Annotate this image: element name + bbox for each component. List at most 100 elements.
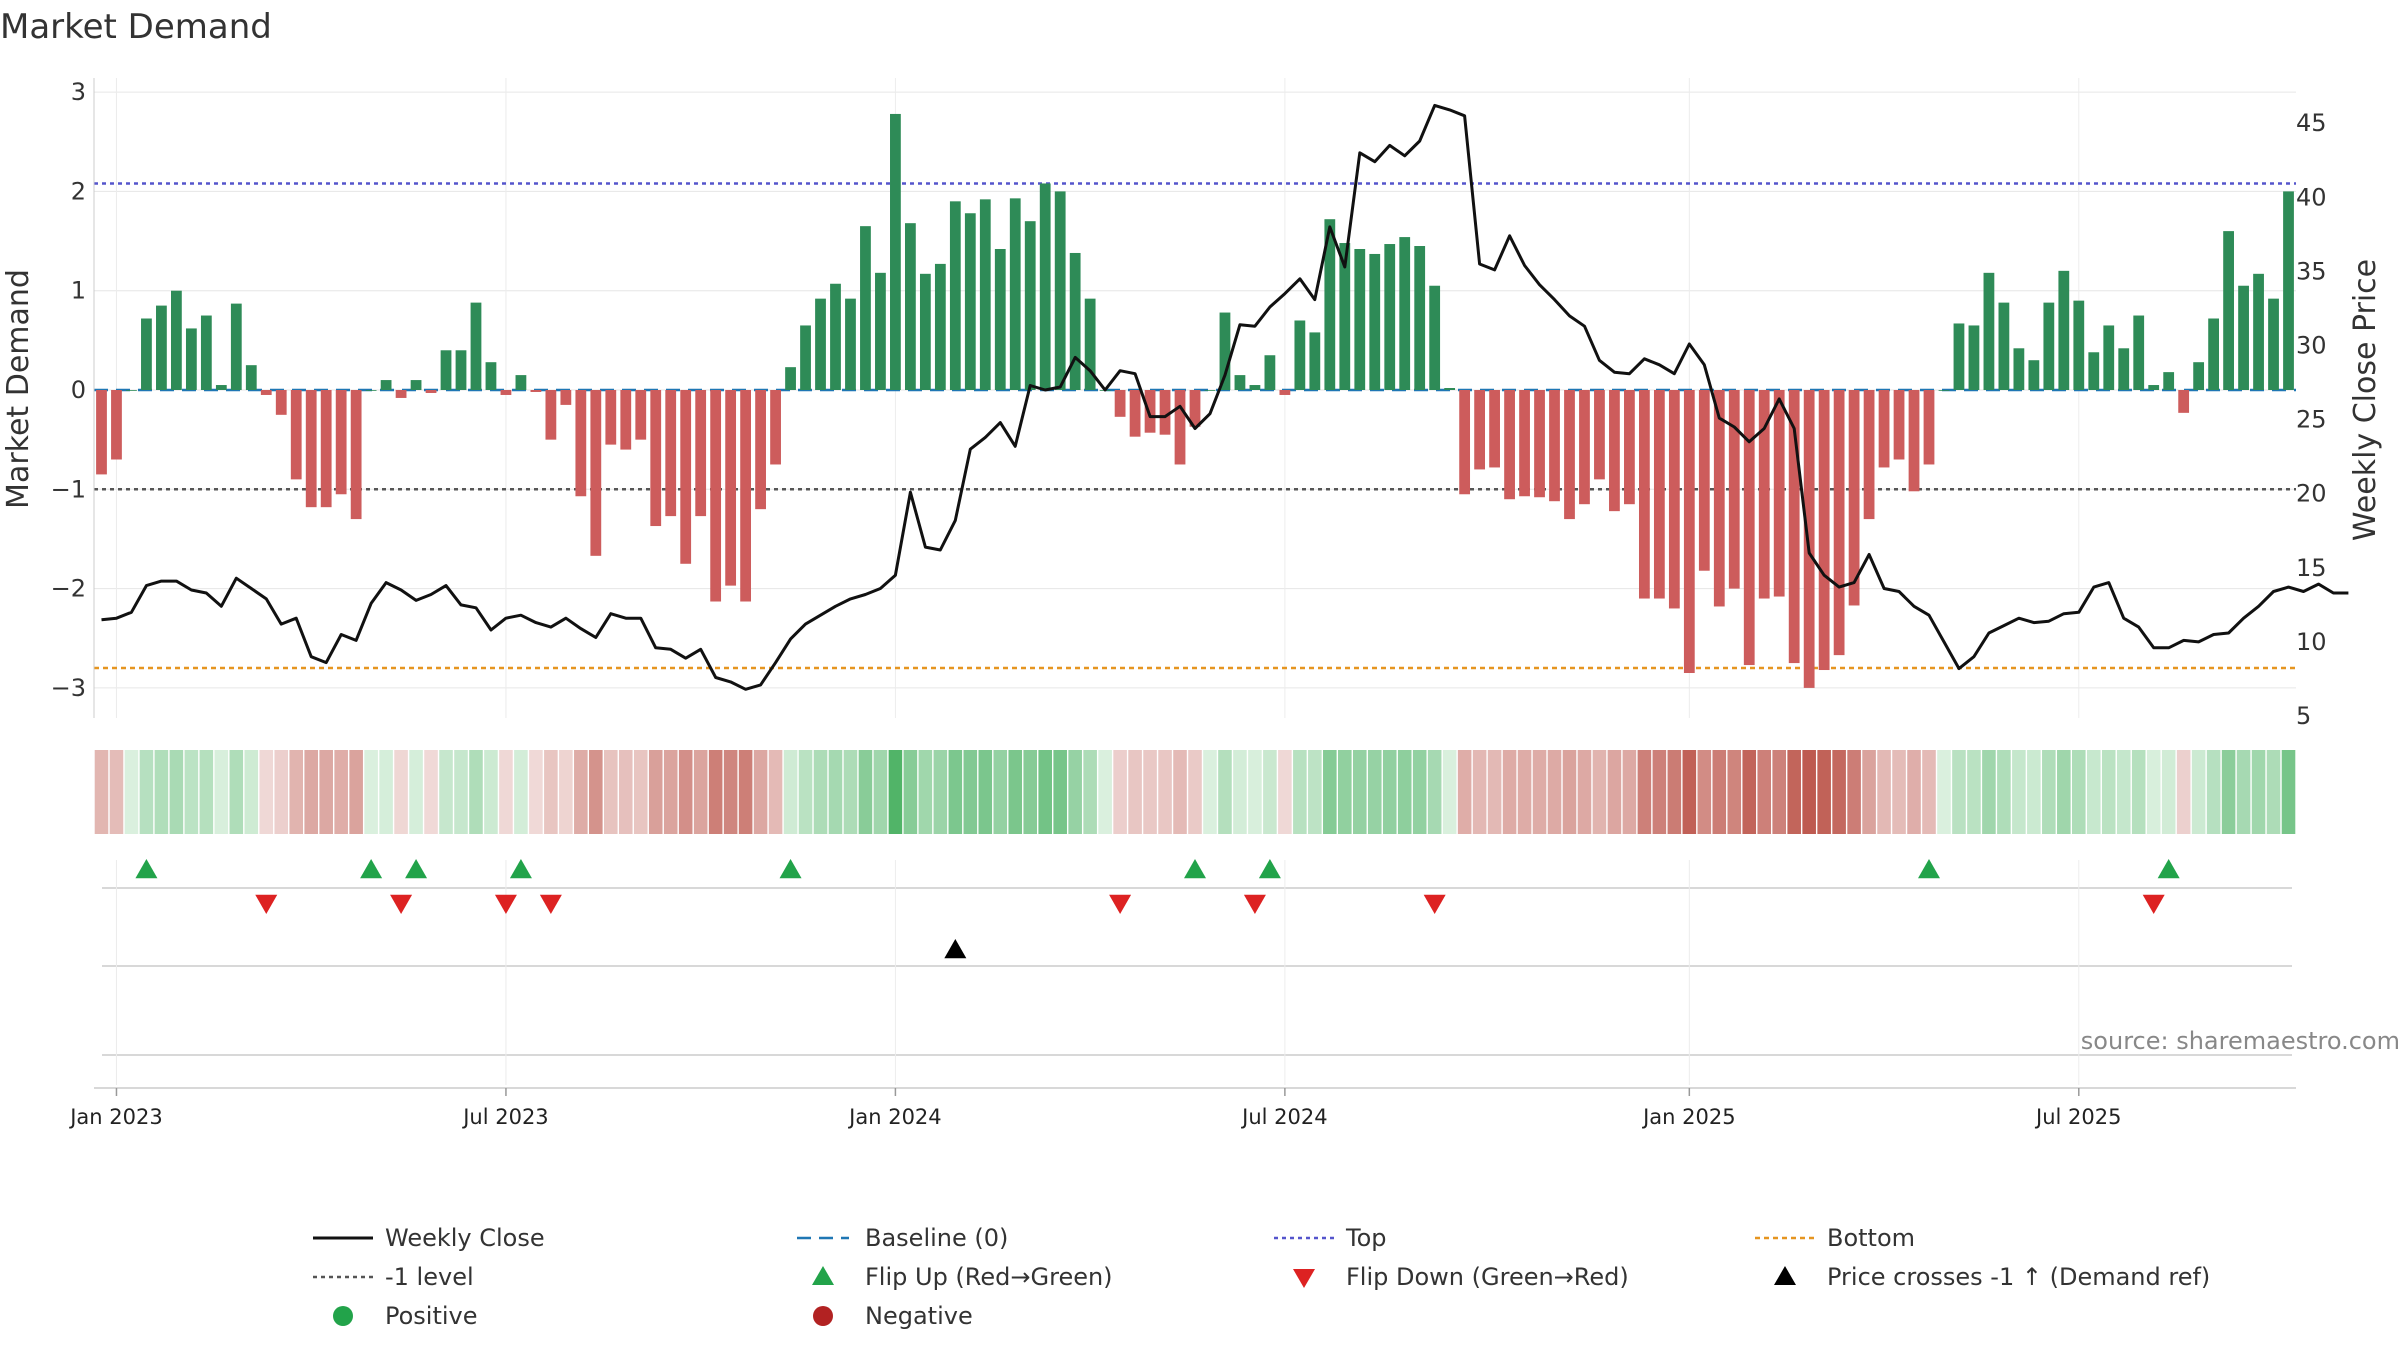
heat-cell bbox=[1203, 750, 1217, 834]
y-tick-label: 3 bbox=[71, 78, 86, 106]
x-tick-label: Jul 2024 bbox=[1240, 1105, 1327, 1129]
demand-bar bbox=[1429, 285, 1441, 390]
y2-axis-label: Weekly Close Price bbox=[2348, 259, 2383, 541]
heat-cell bbox=[888, 750, 903, 834]
demand-bar bbox=[1219, 312, 1231, 390]
y2-tick-label: 30 bbox=[2296, 332, 2327, 360]
demand-bar bbox=[875, 272, 886, 390]
demand-bar bbox=[245, 365, 257, 390]
heat-cell bbox=[2236, 750, 2251, 834]
legend-swatch bbox=[333, 1306, 353, 1326]
heat-cell bbox=[963, 750, 978, 834]
heat-cell bbox=[589, 750, 603, 834]
demand-bar bbox=[1908, 390, 1920, 492]
demand-bar bbox=[1638, 390, 1650, 599]
flip-up-marker bbox=[360, 859, 383, 879]
heat-cell bbox=[918, 750, 933, 834]
y2-tick-label: 40 bbox=[2296, 183, 2327, 211]
demand-bar bbox=[1414, 246, 1426, 390]
demand-bar bbox=[575, 390, 587, 497]
demand-bar bbox=[410, 380, 422, 390]
heat-cell bbox=[1532, 750, 1547, 834]
demand-bar bbox=[949, 201, 961, 390]
demand-bar bbox=[1264, 355, 1276, 390]
heat-cell bbox=[1727, 750, 1742, 834]
demand-bar bbox=[275, 390, 287, 415]
demand-bar bbox=[365, 390, 377, 391]
heat-cell bbox=[109, 750, 124, 834]
heat-cell bbox=[1158, 750, 1172, 834]
demand-bar bbox=[2043, 302, 2055, 390]
demand-bar bbox=[1833, 390, 1845, 656]
demand-bar bbox=[1968, 325, 1980, 390]
demand-bar bbox=[380, 380, 392, 390]
heat-cell bbox=[2161, 750, 2176, 834]
heat-cell bbox=[1248, 750, 1262, 834]
heat-cell bbox=[1263, 750, 1277, 834]
demand-bar bbox=[2088, 352, 2100, 390]
demand-bar bbox=[170, 290, 182, 390]
heat-cell bbox=[1113, 750, 1127, 834]
x-tick-label: Jul 2025 bbox=[2034, 1105, 2121, 1129]
heat-cell bbox=[394, 750, 408, 834]
heat-cell bbox=[753, 750, 768, 834]
heat-cell bbox=[2176, 750, 2191, 834]
demand-bar bbox=[1863, 390, 1875, 520]
legend-label: Bottom bbox=[1827, 1224, 1915, 1252]
heat-cell bbox=[1907, 750, 1921, 834]
y-tick-label: 0 bbox=[71, 376, 86, 404]
demand-bar bbox=[1024, 221, 1036, 390]
heat-cell bbox=[1832, 750, 1846, 834]
demand-bar bbox=[1204, 390, 1216, 391]
heat-cell bbox=[813, 750, 828, 834]
heat-cell bbox=[903, 750, 918, 834]
heat-cell bbox=[1352, 750, 1367, 834]
heat-cell bbox=[993, 750, 1008, 834]
heat-cell bbox=[259, 750, 274, 834]
flip-up-marker bbox=[1258, 859, 1281, 879]
heat-cell bbox=[1757, 750, 1772, 834]
heat-cell bbox=[1308, 750, 1322, 834]
heat-cell bbox=[604, 750, 618, 834]
heat-cell bbox=[229, 750, 244, 834]
heat-cell bbox=[1592, 750, 1607, 834]
demand-bar bbox=[890, 113, 901, 391]
heat-cell bbox=[364, 750, 378, 834]
x-tick-label: Jul 2023 bbox=[461, 1105, 548, 1129]
demand-bar bbox=[1069, 252, 1081, 390]
legend-label: Negative bbox=[865, 1302, 973, 1330]
demand-bar bbox=[2058, 270, 2070, 390]
demand-bar bbox=[1549, 390, 1560, 502]
heat-cell bbox=[2086, 750, 2101, 834]
demand-bar bbox=[320, 390, 332, 508]
demand-bar bbox=[1923, 390, 1935, 465]
demand-bar bbox=[845, 298, 856, 390]
heat-cell bbox=[2072, 750, 2086, 834]
heat-cell bbox=[1892, 750, 1906, 834]
demand-bar bbox=[1159, 390, 1171, 435]
demand-bar bbox=[725, 390, 737, 586]
heat-cell bbox=[559, 750, 573, 834]
heat-cell bbox=[2027, 750, 2041, 834]
flip-up-marker bbox=[779, 859, 802, 879]
demand-bar bbox=[1713, 390, 1725, 607]
heat-cell bbox=[1397, 750, 1412, 834]
demand-bar bbox=[2163, 372, 2175, 390]
legend-label: Top bbox=[1345, 1224, 1387, 1252]
demand-bar bbox=[2148, 385, 2160, 390]
flip-down-marker bbox=[1109, 894, 1132, 914]
heat-cell bbox=[828, 750, 843, 834]
demand-bar bbox=[785, 367, 796, 390]
flip-up-marker bbox=[2157, 859, 2180, 879]
heat-cell bbox=[94, 750, 109, 834]
heat-cell bbox=[1382, 750, 1397, 834]
y-tick-label: −3 bbox=[51, 674, 86, 702]
demand-bar bbox=[1698, 390, 1710, 571]
demand-bar bbox=[1369, 253, 1381, 390]
demand-bar bbox=[1384, 244, 1396, 390]
demand-bar bbox=[1339, 243, 1351, 390]
heat-cell bbox=[1637, 750, 1652, 834]
heat-cell bbox=[1502, 750, 1517, 834]
heat-cell bbox=[1517, 750, 1532, 834]
demand-bar bbox=[830, 283, 841, 390]
